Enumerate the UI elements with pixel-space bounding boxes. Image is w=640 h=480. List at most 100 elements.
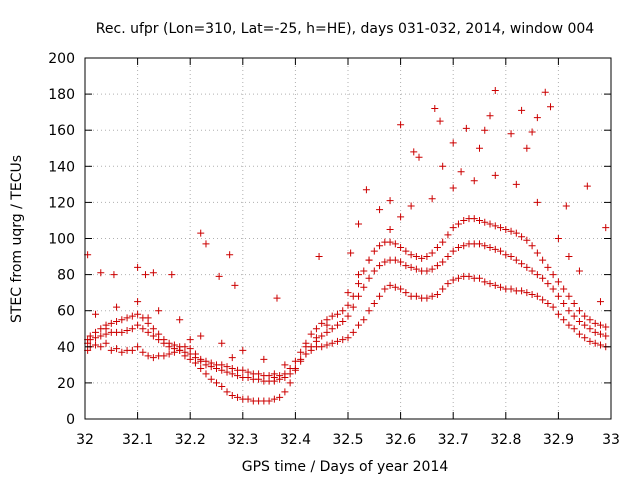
data-point-marker (160, 336, 168, 344)
data-point-marker (362, 186, 370, 194)
data-point-marker (423, 294, 431, 302)
data-point-marker (397, 121, 405, 129)
data-point-marker (170, 341, 178, 349)
data-point-marker (370, 267, 378, 275)
chart-title: Rec. ufpr (Lon=310, Lat=-25, h=HE), days… (96, 21, 595, 37)
axis-ticks (84, 57, 612, 420)
data-point-marker (602, 323, 610, 331)
data-point-marker (549, 271, 557, 279)
data-point-marker (560, 299, 568, 307)
data-point-marker (533, 271, 541, 279)
data-point-marker (449, 224, 457, 232)
data-point-marker (412, 253, 420, 261)
data-point-marker (360, 267, 368, 275)
data-point-marker (315, 253, 323, 261)
data-point-marker (97, 332, 105, 340)
data-point-marker (570, 299, 578, 307)
data-point-marker (355, 280, 363, 288)
data-point-marker (491, 222, 499, 230)
data-point-marker (486, 244, 494, 252)
data-point-marker (518, 106, 526, 114)
data-point-marker (123, 314, 131, 322)
data-point-marker (391, 240, 399, 248)
data-point-marker (433, 262, 441, 270)
y-tick-label: 0 (66, 412, 75, 428)
data-point-marker (118, 348, 126, 356)
data-point-marker (360, 283, 368, 291)
data-point-marker (439, 258, 447, 266)
data-point-marker (349, 292, 357, 300)
data-point-marker (454, 244, 462, 252)
data-point-marker (165, 350, 173, 358)
data-point-marker (491, 245, 499, 253)
data-point-marker (541, 88, 549, 96)
x-tick-label: 32.8 (490, 432, 521, 448)
data-point-marker (102, 339, 110, 347)
data-point-marker (228, 392, 236, 400)
data-point-marker (596, 321, 604, 329)
data-point-marker (226, 251, 234, 259)
data-point-marker (583, 182, 591, 190)
y-tick-label: 80 (57, 268, 75, 284)
data-point-marker (397, 285, 405, 293)
x-tick-label: 32 (76, 432, 94, 448)
data-point-marker (591, 319, 599, 327)
data-point-marker (165, 339, 173, 347)
data-point-marker (197, 364, 205, 372)
data-point-marker (575, 307, 583, 315)
data-point-marker (591, 328, 599, 336)
data-point-marker (436, 117, 444, 125)
data-point-marker (507, 227, 515, 235)
data-point-marker (355, 321, 363, 329)
data-point-marker (144, 328, 152, 336)
tick-labels: 32 32.1 32.2 32.3 32.4 32.5 32.6 32.7 32.8 32.9 33… (48, 51, 620, 448)
data-point-marker (402, 289, 410, 297)
data-point-marker (586, 316, 594, 324)
grid-lines (85, 58, 611, 419)
data-point-marker (318, 319, 326, 327)
data-point-marker (539, 256, 547, 264)
data-point-marker (376, 262, 384, 270)
y-axis-label: STEC from uqrg / TECUs (9, 155, 25, 323)
data-point-marker (273, 294, 281, 302)
data-point-marker (128, 325, 136, 333)
data-point-marker (197, 332, 205, 340)
data-point-marker (596, 330, 604, 338)
data-point-marker (270, 395, 278, 403)
data-point-marker (333, 310, 341, 318)
data-point-marker (355, 220, 363, 228)
data-point-marker (518, 260, 526, 268)
data-point-marker (265, 397, 273, 405)
data-point-marker (328, 339, 336, 347)
data-point-marker (539, 274, 547, 282)
data-point-marker (433, 290, 441, 298)
data-point-marker (560, 285, 568, 293)
data-point-marker (549, 285, 557, 293)
data-point-marker (312, 325, 320, 333)
data-point-marker (376, 242, 384, 250)
data-point-marker (454, 220, 462, 228)
data-point-marker (402, 247, 410, 255)
data-point-marker (386, 238, 394, 246)
data-point-marker (391, 283, 399, 291)
data-point-marker (97, 269, 105, 277)
data-point-marker (386, 225, 394, 233)
data-point-marker (602, 224, 610, 232)
data-point-marker (118, 316, 126, 324)
data-point-marker (228, 364, 236, 372)
data-point-marker (160, 352, 168, 360)
data-point-marker (423, 267, 431, 275)
y-tick-label: 180 (48, 87, 75, 103)
data-point-marker (523, 263, 531, 271)
y-tick-label: 100 (48, 232, 75, 248)
data-point-marker (168, 271, 176, 279)
data-point-marker (518, 287, 526, 295)
data-point-marker (397, 244, 405, 252)
data-point-marker (339, 318, 347, 326)
data-point-marker (581, 334, 589, 342)
data-point-marker (218, 361, 226, 369)
data-point-marker (376, 292, 384, 300)
data-point-marker (444, 231, 452, 239)
data-point-marker (107, 346, 115, 354)
data-point-marker (449, 184, 457, 192)
